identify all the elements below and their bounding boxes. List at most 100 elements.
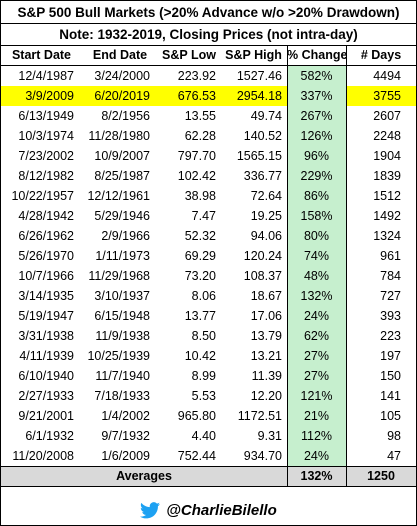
table-cell: 4494 [373,69,401,83]
column-header: End Date [92,48,148,62]
table-cell: 10/25/1939 [87,349,150,363]
table-cell: 108.37 [243,269,282,283]
table-cell: 9/21/2001 [18,409,74,423]
table-cell: 80% [303,229,330,243]
table-cell: 72.64 [250,189,282,203]
table-cell: 11/20/2008 [12,449,74,463]
table-cell: 9.31 [257,429,282,443]
table-cell: 105 [380,409,401,423]
table-cell: 8/25/1987 [94,169,150,183]
table-cell: 6/15/1948 [94,309,150,323]
table-cell: 676.53 [177,89,216,103]
table-cell: 27% [303,349,330,363]
table-cell: 1565.15 [236,149,282,163]
table-cell: 337% [300,89,333,103]
table-cell: 62% [303,329,330,343]
table-cell: 8/12/1982 [18,169,74,183]
table-cell: 132% [300,289,333,303]
table-cell: 158% [300,209,333,223]
table-cell: 18.67 [250,289,282,303]
pct-change-column-fill [288,66,346,466]
table-cell: 965.80 [177,409,216,423]
table-cell: 393 [380,309,401,323]
table-cell: 1/4/2002 [101,409,150,423]
table-cell: 5/29/1946 [94,209,150,223]
table-note: Note: 1932-2019, Closing Prices (not int… [59,27,358,42]
table-cell: 27% [303,369,330,383]
table-cell: 1/11/1973 [95,249,150,263]
table-cell: 62.28 [184,129,216,143]
table-cell: 1492 [373,209,401,223]
table-cell: 961 [380,249,401,263]
table-cell: 2248 [373,129,401,143]
table-bottom-border [1,486,416,487]
column-header: Start Date [11,48,72,62]
table-cell: 11/7/1940 [95,369,150,383]
table-cell: 8.50 [191,329,216,343]
table-cell: 5.53 [191,389,216,403]
averages-row-fill [1,466,416,486]
table-cell: 11/29/1968 [88,269,150,283]
table-cell: 19.25 [250,209,282,223]
table-cell: 7.47 [191,209,216,223]
table-cell: 140.52 [243,129,282,143]
table-cell: 13.21 [250,349,282,363]
table-cell: 6/26/1962 [18,229,74,243]
column-header: % Change [287,48,348,62]
table-cell: 8.99 [191,369,216,383]
table-cell: 102.42 [177,169,216,183]
table-cell: 582% [300,69,333,83]
table-cell: 150 [380,369,401,383]
table-cell: 4/11/1939 [19,349,74,363]
table-cell: 48% [303,269,330,283]
table-cell: 141 [380,389,401,403]
averages-label: Averages [116,469,172,483]
table-cell: 10/3/1974 [18,129,74,143]
table-cell: 2/27/1933 [18,389,74,403]
table-cell: 38.98 [184,189,216,203]
table-cell: 7/18/1933 [94,389,150,403]
table-cell: 1527.46 [236,69,282,83]
header-divider [1,65,416,66]
table-cell: 11.39 [251,369,282,383]
table-cell: 752.44 [177,449,216,463]
twitter-handle[interactable]: @CharlieBilello [166,501,277,519]
column-header: # Days [360,48,402,62]
table-cell: 112% [300,429,333,443]
twitter-bird-icon [140,501,161,518]
table-cell: 2607 [373,109,401,123]
table-cell: 2954.18 [236,89,282,103]
footer: @CharlieBilello [1,495,416,525]
highlighted-row-fill [1,86,288,106]
table-cell: 13.77 [184,309,216,323]
table-cell: 13.79 [250,329,282,343]
table-cell: 784 [380,269,401,283]
table-cell: 69.29 [184,249,216,263]
table-cell: 17.06 [250,309,282,323]
table-cell: 5/19/1947 [18,309,74,323]
table-cell: 120.24 [243,249,282,263]
table-cell: 21% [303,409,330,423]
table-cell: 49.74 [250,109,282,123]
table-cell: 3/24/2000 [94,69,150,83]
table-cell: 727 [380,289,401,303]
averages-pct-change: 132% [300,469,333,483]
table-cell: 10/7/1966 [18,269,74,283]
table-cell: 3/9/2009 [25,89,74,103]
table-cell: 10/22/1957 [11,189,74,203]
table-cell: 6/13/1949 [18,109,74,123]
table-cell: 197 [380,349,401,363]
table-cell: 8/2/1956 [101,109,150,123]
table-cell: 6/1/1932 [25,429,74,443]
table-cell: 4/28/1942 [18,209,74,223]
table-cell: 121% [300,389,333,403]
table-cell: 13.55 [184,109,216,123]
table-cell: 3755 [373,89,401,103]
table-cell: 126% [300,129,333,143]
table-cell: 94.06 [250,229,282,243]
table-cell: 2/9/1966 [101,229,150,243]
table-cell: 4.40 [191,429,216,443]
table-cell: 3/31/1938 [18,329,74,343]
table-cell: 3/14/1935 [18,289,74,303]
